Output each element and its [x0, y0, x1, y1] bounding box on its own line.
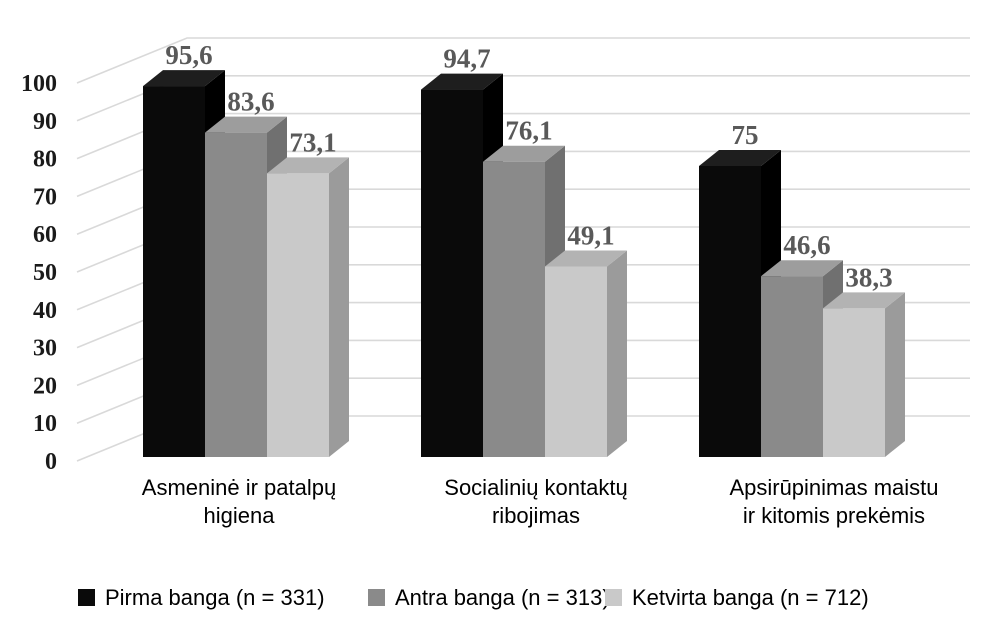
y-axis-tick-label: 30	[33, 336, 57, 362]
bars-group	[143, 70, 905, 458]
category-label-line: Apsirūpinimas maistu	[729, 475, 938, 500]
y-axis-tick-label: 70	[33, 184, 57, 210]
legend-label: Pirma banga (n = 331)	[105, 585, 325, 610]
bar	[545, 250, 627, 457]
gridline	[76, 37, 970, 84]
legend-swatch	[368, 589, 385, 606]
bar-top-face	[421, 73, 503, 90]
value-label: 38,3	[845, 262, 892, 292]
category-label-line: Asmeninė ir patalpų	[142, 475, 336, 500]
bar	[267, 157, 349, 457]
value-label: 49,1	[567, 220, 614, 250]
y-axis-tick-label: 40	[33, 298, 57, 324]
category-label-line: ir kitomis prekėmis	[743, 503, 925, 528]
bar	[823, 292, 905, 457]
y-axis-tick-label: 100	[21, 71, 57, 97]
legend-swatch	[78, 589, 95, 606]
bar-top-face	[267, 157, 349, 174]
value-label: 46,6	[783, 230, 830, 260]
value-label: 76,1	[505, 116, 552, 146]
legend-item: Pirma banga (n = 331)	[78, 585, 325, 610]
bar-side-face	[607, 250, 627, 457]
bar-front-face	[699, 166, 761, 457]
bar-front-face	[143, 86, 205, 458]
bar-top-face	[761, 260, 843, 277]
bar-front-face	[267, 173, 329, 457]
value-label: 73,1	[289, 127, 336, 157]
bar-top-face	[205, 116, 287, 133]
category-label-line: ribojimas	[492, 503, 580, 528]
y-axis: 0 10 20 30 40 50 60 70 80 90 100	[21, 71, 57, 475]
bar-top-face	[699, 150, 781, 166]
bar-front-face	[823, 308, 885, 457]
bar-top-face	[143, 70, 225, 87]
legend-item: Antra banga (n = 313)	[368, 585, 610, 610]
x-axis: Asmeninė ir patalpų higiena Socialinių kon…	[142, 475, 939, 528]
y-axis-tick-label: 50	[33, 260, 57, 286]
bar-front-face	[545, 266, 607, 457]
bar-front-face	[483, 161, 545, 457]
y-axis-tick-label: 60	[33, 222, 57, 248]
value-label: 95,6	[165, 40, 212, 70]
value-label: 94,7	[443, 44, 490, 74]
legend: Pirma banga (n = 331) Antra banga (n = 31…	[78, 585, 869, 610]
category-label: Socialinių kontaktų ribojimas	[444, 475, 627, 528]
legend-item: Ketvirta banga (n = 712)	[605, 585, 869, 610]
y-axis-tick-label: 80	[33, 147, 57, 173]
y-axis-tick-label: 90	[33, 109, 57, 135]
category-label-line: higiena	[204, 503, 276, 528]
bar-top-face	[545, 250, 627, 267]
bar-front-face	[761, 276, 823, 457]
category-label-line: Socialinių kontaktų	[444, 475, 627, 500]
value-label: 83,6	[227, 87, 274, 117]
bar-top-face	[483, 145, 565, 162]
value-labels-group: 95,6 83,6 73,1 94,7 76,1 49,1 75 46,6 38,3	[165, 40, 892, 292]
bar-top-face	[823, 292, 905, 309]
category-label: Asmeninė ir patalpų higiena	[142, 475, 336, 528]
legend-swatch	[605, 589, 622, 606]
y-axis-tick-label: 0	[45, 449, 57, 475]
legend-label: Antra banga (n = 313)	[395, 585, 610, 610]
bar-front-face	[205, 132, 267, 457]
y-axis-tick-label: 10	[33, 411, 57, 437]
category-label: Apsirūpinimas maistu ir kitomis prekėmis	[729, 475, 938, 528]
bar-side-face	[329, 157, 349, 457]
legend-label: Ketvirta banga (n = 712)	[632, 585, 869, 610]
value-label: 75	[732, 120, 759, 150]
bar-front-face	[421, 89, 483, 458]
y-axis-tick-label: 20	[33, 373, 57, 399]
bar-side-face	[885, 292, 905, 457]
